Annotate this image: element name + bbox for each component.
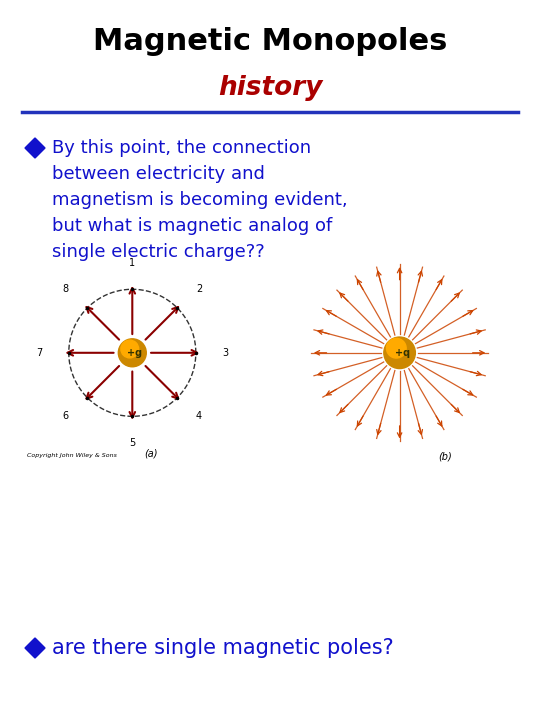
Text: but what is magnetic analog of: but what is magnetic analog of [52, 217, 332, 235]
Text: Magnetic Monopoles: Magnetic Monopoles [93, 27, 447, 56]
Text: between electricity and: between electricity and [52, 165, 265, 183]
Text: 4: 4 [196, 411, 202, 421]
Circle shape [384, 337, 415, 369]
Text: (a): (a) [145, 448, 158, 458]
Text: 7: 7 [36, 348, 42, 358]
Polygon shape [25, 138, 45, 158]
Text: 1: 1 [129, 258, 136, 268]
Text: history: history [218, 75, 322, 101]
Text: 3: 3 [222, 348, 228, 358]
Text: 2: 2 [196, 284, 202, 294]
Text: 6: 6 [63, 411, 69, 421]
Polygon shape [25, 638, 45, 658]
Text: +q: +q [395, 348, 410, 359]
Text: (b): (b) [438, 451, 453, 462]
Text: By this point, the connection: By this point, the connection [52, 139, 311, 157]
Text: 5: 5 [129, 438, 136, 448]
Circle shape [118, 339, 146, 366]
Text: 8: 8 [63, 284, 69, 294]
Text: +g: +g [127, 348, 143, 359]
Text: Copyright John Wiley & Sons: Copyright John Wiley & Sons [28, 453, 117, 458]
Text: are there single magnetic poles?: are there single magnetic poles? [52, 638, 394, 658]
Circle shape [387, 338, 406, 358]
Text: single electric charge??: single electric charge?? [52, 243, 265, 261]
Circle shape [121, 340, 139, 358]
Text: magnetism is becoming evident,: magnetism is becoming evident, [52, 191, 348, 209]
